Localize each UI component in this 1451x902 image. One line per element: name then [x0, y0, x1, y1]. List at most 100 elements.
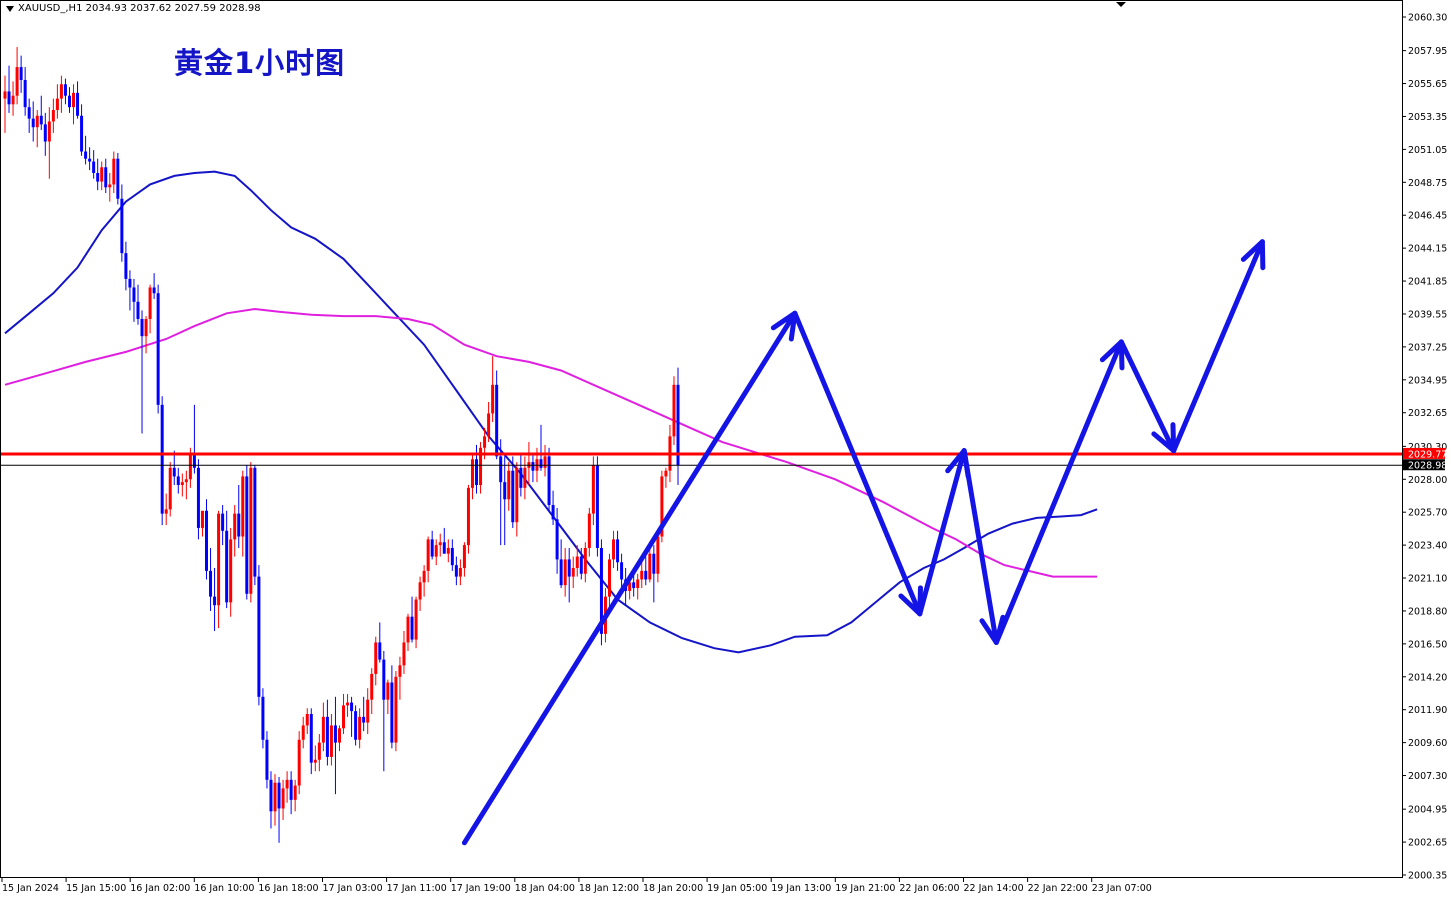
candle	[104, 158, 108, 194]
candle	[442, 527, 446, 554]
candle	[479, 442, 483, 494]
moving-averages	[4, 170, 1098, 654]
candle	[27, 98, 31, 133]
candle	[559, 539, 563, 589]
candle-body	[406, 616, 410, 643]
candle-body	[136, 301, 140, 319]
candle	[382, 651, 386, 772]
candle	[180, 473, 184, 497]
candle	[394, 671, 398, 752]
candle	[47, 107, 51, 179]
candle	[136, 284, 140, 325]
candle	[245, 464, 249, 600]
y-tick-label: 2039.55	[1408, 309, 1447, 320]
y-tick-label: 2051.05	[1408, 145, 1447, 156]
candle-body	[466, 487, 470, 546]
candle-body	[511, 470, 515, 523]
y-tick-label: 2046.45	[1408, 211, 1447, 222]
candle-body	[221, 513, 225, 531]
x-tick-label: 19 Jan 21:00	[835, 883, 895, 894]
candle	[152, 273, 156, 299]
candle-body	[39, 115, 43, 125]
candle-body	[160, 404, 164, 514]
candle	[156, 284, 160, 414]
candle-body	[285, 779, 289, 789]
candle	[325, 699, 329, 766]
candle	[225, 510, 229, 609]
symbol-info: XAUUSD_,H1 2034.93 2037.62 2027.59 2028.…	[6, 3, 261, 14]
candle	[620, 553, 624, 589]
candle	[438, 533, 442, 557]
y-tick-label: 2034.95	[1408, 375, 1447, 386]
candle	[108, 173, 112, 202]
x-tick-label: 22 Jan 22:00	[1028, 883, 1088, 894]
candle-body	[591, 464, 595, 514]
candle-body	[450, 547, 454, 566]
candle	[317, 734, 321, 772]
candle-body	[483, 436, 487, 448]
candle	[128, 270, 132, 311]
candle-body	[92, 161, 96, 173]
candle-body	[479, 447, 483, 485]
candle	[205, 499, 208, 580]
candle-body	[289, 779, 293, 800]
y-tick-label: 2011.90	[1408, 705, 1447, 716]
arrow-shaft	[1118, 339, 1177, 454]
x-tick-label: 22 Jan 14:00	[964, 883, 1024, 894]
candle-body	[636, 579, 640, 589]
candle-body	[19, 67, 23, 80]
candle-body	[426, 539, 430, 571]
x-tick-label: 17 Jan 19:00	[451, 883, 511, 894]
candle	[321, 702, 325, 752]
candle	[140, 310, 144, 434]
bid-price-tag: 2028.98	[1403, 459, 1447, 472]
candle-body	[555, 519, 559, 560]
candle-body	[116, 158, 120, 199]
chart-shift-marker[interactable]	[1116, 2, 1126, 7]
candle-body	[475, 459, 479, 485]
candle-body	[184, 479, 188, 483]
candle-body	[245, 476, 249, 594]
candle-body	[571, 568, 575, 577]
candle-body	[656, 536, 660, 574]
candle-body	[281, 788, 285, 809]
candle	[491, 356, 495, 423]
arrow-shaft	[993, 339, 1124, 645]
x-tick-label: 18 Jan 12:00	[579, 883, 639, 894]
candle-body	[176, 476, 180, 485]
candle-body	[31, 118, 35, 128]
candle-body	[378, 642, 382, 660]
candle	[608, 553, 611, 609]
dropdown-triangle-icon[interactable]	[6, 5, 14, 12]
candle	[241, 470, 245, 557]
price-tag-label: 2029.77	[1408, 449, 1447, 460]
candle-body	[301, 725, 305, 740]
candle-body	[80, 115, 84, 152]
candle	[269, 771, 273, 829]
candle	[378, 622, 382, 663]
candle-body	[333, 725, 337, 743]
candle	[656, 530, 660, 583]
candle	[426, 536, 430, 583]
candle	[422, 565, 426, 597]
candle-body	[100, 167, 104, 182]
candle-body	[108, 184, 112, 188]
candle	[76, 81, 80, 119]
candle	[305, 708, 309, 735]
candle	[507, 462, 511, 511]
candle-body	[543, 456, 547, 468]
candle-body	[608, 559, 611, 597]
arrow-shaft	[792, 310, 923, 617]
candle-body	[563, 559, 567, 586]
y-tick-label: 2032.65	[1408, 408, 1447, 419]
candle-body	[583, 547, 587, 574]
candle-body	[438, 542, 442, 546]
candle	[297, 731, 301, 795]
x-tick-label: 15 Jan 2024	[2, 883, 59, 894]
candle	[571, 556, 575, 589]
candle	[350, 696, 354, 737]
candle-body	[257, 576, 261, 697]
candle-body	[346, 702, 350, 706]
